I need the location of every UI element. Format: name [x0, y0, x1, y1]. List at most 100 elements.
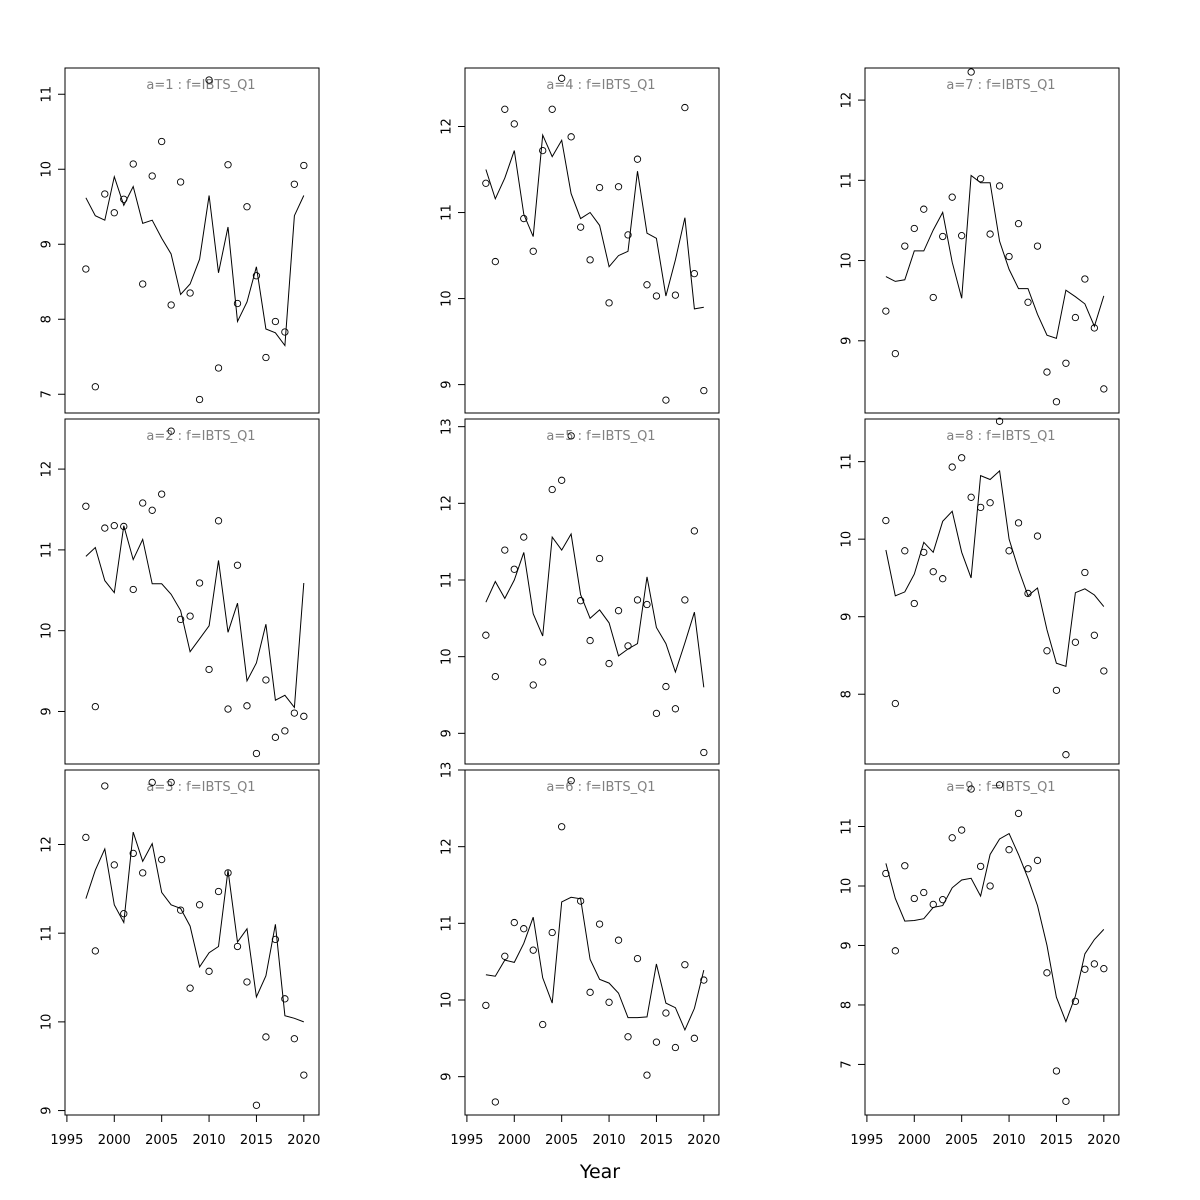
data-point	[891, 349, 899, 358]
data-point	[595, 183, 604, 192]
y-tick-label: 12	[840, 92, 855, 109]
data-point	[967, 493, 975, 501]
data-point	[224, 705, 232, 713]
data-point	[233, 299, 242, 308]
panels: a=1 : f=IBTS_Q1 7 8 9 10 11 a=4 : f=IBTS_Q1 9 10…	[40, 67, 1120, 1148]
x-tick-label: 2000	[498, 1133, 531, 1148]
data-point	[1005, 846, 1013, 854]
x-tick-label: 2000	[898, 1133, 931, 1148]
data-point	[1005, 252, 1013, 261]
data-point	[605, 299, 613, 307]
data-point	[882, 307, 890, 315]
data-point	[167, 301, 175, 309]
data-point	[976, 503, 985, 512]
panel-6: a=8 : f=IBTS_Q1 8 9 10 11	[840, 417, 1120, 765]
data-point	[920, 548, 928, 556]
data-point	[929, 568, 937, 576]
y-tick-label: 13	[440, 762, 455, 779]
data-point	[1090, 324, 1099, 332]
x-axis-title: Year	[579, 1161, 620, 1183]
data-point	[624, 1033, 632, 1041]
data-point	[967, 785, 975, 793]
y-axis: 9 10 11 12	[40, 836, 66, 1115]
data-point	[910, 599, 918, 608]
data-point	[995, 182, 1004, 190]
y-tick-label: 11	[840, 453, 855, 470]
data-point	[101, 524, 109, 532]
data-point	[576, 597, 585, 605]
data-point	[690, 269, 699, 278]
data-point	[652, 709, 661, 718]
y-tick-label: 7	[840, 1060, 855, 1068]
data-point	[548, 105, 556, 113]
data-point	[110, 861, 118, 869]
y-tick-label: 8	[840, 1001, 855, 1009]
data-point	[1081, 275, 1089, 283]
data-point	[605, 659, 613, 668]
x-tick-label: 2015	[640, 1133, 673, 1148]
data-point	[510, 565, 518, 573]
data-point	[567, 133, 575, 141]
panel-title: a=8 : f=IBTS_Q1	[946, 429, 1055, 444]
data-point	[662, 682, 670, 691]
data-point	[271, 317, 280, 326]
data-point	[482, 1001, 490, 1010]
data-point	[82, 265, 90, 273]
panel-4: a=2 : f=IBTS_Q1 9 10 11 12	[40, 418, 320, 765]
data-point	[605, 998, 613, 1006]
data-point	[558, 476, 566, 484]
panel-title: a=5 : f=IBTS_Q1	[546, 429, 655, 444]
data-point	[158, 137, 166, 146]
data-point	[595, 554, 604, 563]
observed-points	[482, 777, 708, 1106]
panel-7: a=3 : f=IBTS_Q1 9 10 11 12 1995 2000 2005 2010 20…	[40, 769, 320, 1148]
data-point	[929, 900, 937, 909]
data-point	[910, 894, 918, 903]
y-tick-label: 11	[840, 818, 855, 835]
data-point	[120, 910, 128, 918]
data-point	[690, 527, 699, 535]
data-point	[110, 209, 118, 217]
data-point	[281, 727, 289, 735]
data-point	[1090, 631, 1099, 639]
observed-points	[82, 778, 308, 1109]
data-point	[671, 1043, 680, 1052]
data-point	[976, 175, 985, 183]
x-tick-label: 2015	[1040, 1133, 1073, 1148]
y-tick-label: 11	[840, 172, 855, 189]
data-point	[633, 596, 642, 604]
y-tick-label: 7	[40, 390, 55, 398]
data-point	[91, 947, 99, 955]
data-point	[652, 1038, 661, 1046]
x-tick-label: 2010	[993, 1133, 1026, 1148]
data-point	[539, 146, 547, 155]
data-point	[643, 600, 651, 609]
data-point	[576, 897, 585, 905]
data-point	[491, 672, 499, 681]
y-tick-label: 10	[40, 1014, 55, 1031]
data-point	[1033, 242, 1042, 250]
data-point	[1052, 1067, 1061, 1075]
data-point	[1081, 568, 1089, 577]
x-axis: 1995 2000 2005 2010 2015 2020	[450, 1114, 720, 1148]
data-point	[1043, 969, 1051, 977]
data-point	[614, 936, 623, 944]
y-axis: 9 10 11 12 13	[440, 418, 466, 737]
data-point	[967, 68, 975, 76]
fitted-line	[885, 174, 1105, 340]
y-axis: 7 8 9 10 11	[840, 818, 866, 1069]
y-tick-label: 9	[40, 240, 55, 248]
data-point	[976, 862, 985, 871]
data-point	[700, 748, 708, 757]
data-point	[529, 247, 537, 255]
data-point	[1043, 368, 1051, 376]
data-point	[300, 161, 308, 170]
data-point	[1071, 638, 1080, 646]
data-point	[271, 935, 280, 944]
y-tick-label: 10	[840, 252, 855, 269]
x-tick-label: 1995	[450, 1133, 483, 1148]
y-axis: 7 8 9 10 11	[40, 86, 66, 398]
data-point	[1100, 667, 1108, 675]
data-point	[958, 232, 966, 240]
data-point	[1033, 532, 1042, 540]
